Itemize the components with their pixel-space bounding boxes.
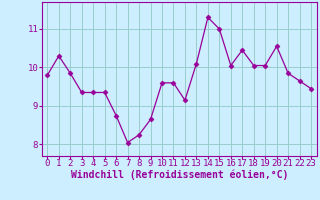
X-axis label: Windchill (Refroidissement éolien,°C): Windchill (Refroidissement éolien,°C) — [70, 170, 288, 180]
